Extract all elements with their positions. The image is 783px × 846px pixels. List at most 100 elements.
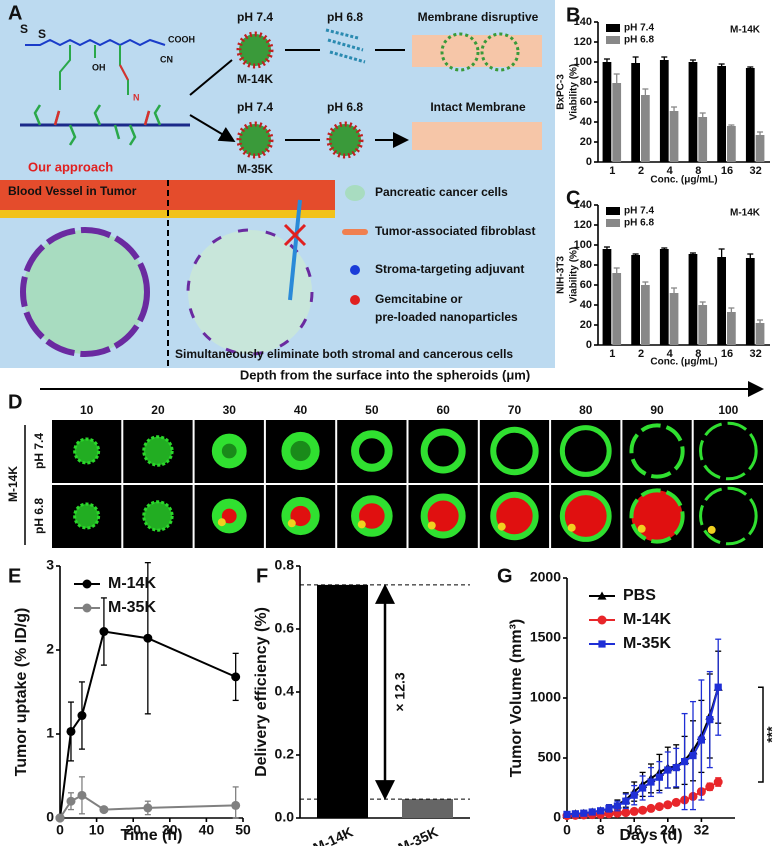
outcome-label: Membrane disruptive [418, 10, 539, 24]
spheroid [699, 421, 758, 481]
panel-a: A S S OH N CN COOH pH 7.4 pH 6.8 M-14K M… [0, 0, 555, 368]
bar [659, 249, 669, 345]
y-tick-label: 0.0 [275, 809, 295, 825]
bar [745, 258, 755, 345]
x-tick-label: 0 [56, 822, 64, 838]
marker [82, 603, 92, 613]
legend-label: M-35K [108, 599, 156, 616]
legend-swatch [606, 24, 620, 32]
bar [688, 254, 698, 345]
unimers [325, 28, 366, 64]
panel-label: F [256, 565, 268, 587]
x-tick-label: 8 [695, 165, 701, 177]
spheroid [73, 502, 101, 530]
spheroid [420, 493, 466, 539]
spheroid [142, 500, 174, 532]
y-tick-label: 80 [580, 76, 592, 88]
chem-label: N [133, 92, 140, 102]
legend-label: M-14K [108, 575, 156, 592]
spheroid-overlap [217, 518, 226, 527]
marker [689, 752, 697, 760]
y-tick-label: 140 [574, 199, 592, 211]
marker [597, 615, 607, 625]
x-tick-label: 10 [89, 822, 105, 838]
marker [588, 808, 596, 816]
row-label: pH 6.8 [32, 498, 46, 534]
depth-title: Depth from the surface into the spheroid… [240, 367, 530, 382]
blocked-mark [283, 223, 307, 247]
bar [659, 60, 669, 162]
spheroid-overlap [707, 525, 716, 534]
y-tick-label: 20 [580, 136, 592, 148]
caption: Simultaneously eliminate both stromal an… [175, 347, 513, 361]
legend-text: Tumor-associated fibroblast [375, 224, 535, 238]
panel-label: E [8, 565, 21, 587]
marker [622, 797, 630, 805]
panel-label: C [566, 187, 580, 209]
marker [82, 579, 92, 589]
ph-label: pH 7.4 [237, 100, 273, 114]
y-tick-label: 60 [580, 279, 592, 291]
x-axis-label: Conc. (μg/mL) [650, 357, 717, 368]
panel-label: G [497, 565, 513, 587]
y-tick-label: 2000 [530, 569, 561, 585]
y-tick-label: 0.6 [275, 620, 295, 636]
series-line [59, 630, 237, 819]
x-tick-label: M-35K [395, 824, 440, 846]
x-axis-label: Days (d) [619, 827, 682, 844]
legend-label: PBS [623, 587, 656, 604]
y-tick-label: 40 [580, 116, 592, 128]
marker [638, 805, 648, 815]
spheroid [420, 428, 466, 474]
row-label: pH 7.4 [32, 433, 46, 469]
depth-label: 70 [508, 403, 522, 417]
bar [727, 126, 736, 162]
marker [621, 808, 631, 818]
y-tick-label: 140 [574, 16, 592, 28]
ph-label: pH 7.4 [237, 10, 273, 24]
marker [597, 807, 605, 815]
legend-label: M-14K [623, 611, 671, 628]
spheroid [142, 435, 174, 467]
marker [705, 782, 715, 792]
tumor-cluster [20, 227, 150, 357]
bar [669, 293, 679, 345]
micelle [236, 31, 274, 69]
spheroid [629, 423, 685, 479]
x-tick-label: 8 [597, 822, 605, 838]
spheroid-overlap [427, 521, 436, 530]
marker [629, 806, 639, 816]
y-axis-label: Viability (%) [569, 247, 580, 304]
marker [639, 784, 647, 792]
chem-label: COOH [168, 34, 195, 44]
legend-text: Pancreatic cancer cells [375, 185, 508, 199]
y-tick-label: 20 [580, 319, 592, 331]
y-tick-label: 0 [46, 809, 54, 825]
marker [231, 800, 241, 810]
marker [77, 790, 87, 800]
y-tick-label: 60 [580, 96, 592, 108]
spheroid-overlap [357, 520, 366, 529]
legend-label: pH 7.4 [624, 23, 654, 34]
x-tick-label: 1 [609, 348, 615, 360]
y-tick-label: 0.2 [275, 746, 295, 762]
bar [755, 135, 765, 162]
spheroid [559, 490, 612, 542]
marker [664, 766, 672, 774]
bar [602, 62, 612, 162]
marker [597, 591, 607, 600]
marker [571, 810, 579, 818]
x-tick-label: 1 [609, 165, 615, 177]
legend-icon [350, 295, 360, 305]
marker [697, 736, 705, 744]
y-tick-label: 1500 [530, 629, 561, 645]
x-tick-label: 0 [563, 822, 571, 838]
bar [698, 117, 708, 162]
depth-label: 10 [80, 403, 94, 417]
spheroid-overlap [637, 524, 646, 533]
arrow [189, 59, 232, 140]
x-tick-label: 2 [638, 348, 644, 360]
bar [402, 799, 453, 818]
y-tick-label: 500 [538, 749, 562, 765]
legend-icon [350, 265, 360, 275]
